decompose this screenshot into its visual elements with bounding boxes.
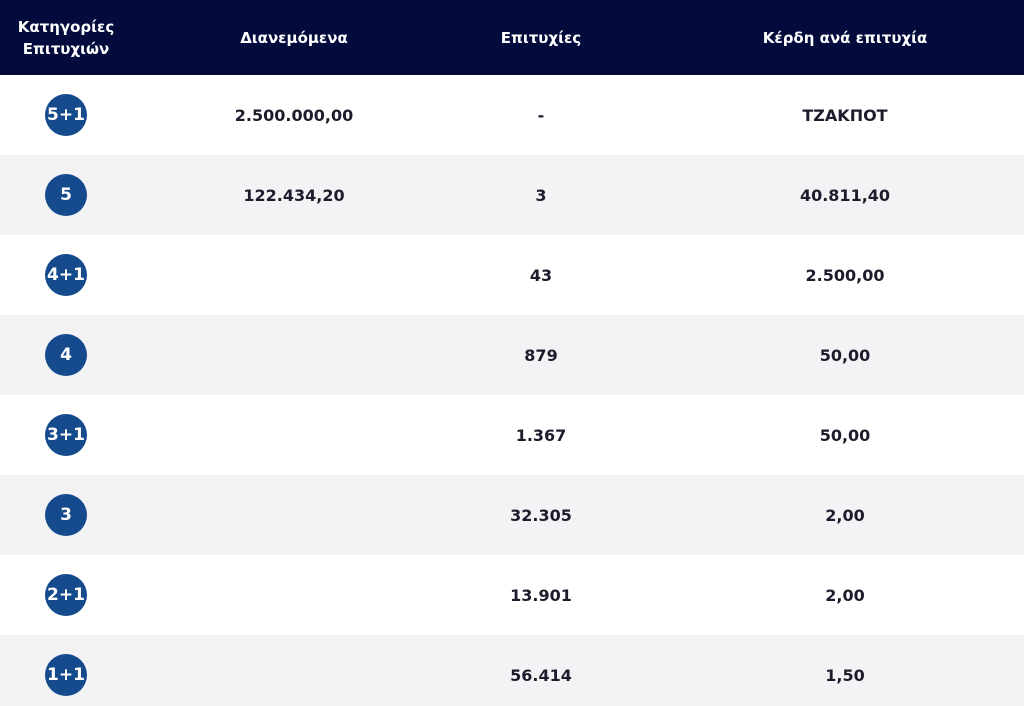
table-cell: Διανεμόμενα	[179, 0, 409, 75]
table-cell: 2+1	[0, 555, 132, 635]
table-cell: 2,00	[695, 475, 995, 555]
table-cell: Κατηγορίες Επιτυχιών	[0, 0, 132, 75]
table-cell: 43	[421, 235, 661, 315]
table-cell: 1,50	[695, 635, 995, 706]
cell-text: 43	[529, 265, 553, 285]
category-badge: 4	[45, 334, 87, 376]
table-cell: 3	[0, 475, 132, 555]
cell-text: 1.367	[515, 425, 567, 445]
table-cell: 2.500,00	[695, 235, 995, 315]
category-badge: 4+1	[45, 254, 87, 296]
table-cell: 50,00	[695, 315, 995, 395]
cell-text: 50,00	[819, 425, 871, 445]
table-cell: 2,00	[695, 555, 995, 635]
table-cell: 40.811,40	[695, 155, 995, 235]
cell-text: 50,00	[819, 345, 871, 365]
table-cell: 5	[0, 155, 132, 235]
table-row: 4+1 43 2.500,00	[0, 235, 1024, 315]
table-row: 4 879 50,00	[0, 315, 1024, 395]
cell-text: 2,00	[825, 585, 865, 605]
table-cell: 32.305	[421, 475, 661, 555]
category-badge: 5+1	[45, 94, 87, 136]
table-cell: 1.367	[421, 395, 661, 475]
cell-text: 13.901	[510, 585, 572, 605]
table-cell: 122.434,20	[179, 155, 409, 235]
table-cell: -	[421, 75, 661, 155]
table-cell: Επιτυχίες	[421, 0, 661, 75]
cell-text: ΤΖΑΚΠΟΤ	[802, 105, 888, 125]
table-cell: 50,00	[695, 395, 995, 475]
category-badge: 3	[45, 494, 87, 536]
table-cell: 3	[421, 155, 661, 235]
header-text: Διανεμόμενα	[240, 28, 348, 47]
table-row: 1+1 56.414 1,50	[0, 635, 1024, 706]
category-badge: 5	[45, 174, 87, 216]
category-badge: 2+1	[45, 574, 87, 616]
table-row: 3+1 1.367 50,00	[0, 395, 1024, 475]
cell-text: 40.811,40	[799, 185, 891, 205]
cell-text: 2.500,00	[805, 265, 885, 285]
table-header: Κατηγορίες Επιτυχιών Διανεμόμενα Επιτυχίες…	[0, 0, 1024, 75]
cell-text: 32.305	[510, 505, 572, 525]
table-cell: 56.414	[421, 635, 661, 706]
table-cell: 879	[421, 315, 661, 395]
header-text: Επιτυχίες	[500, 28, 582, 47]
table-cell: 4	[0, 315, 132, 395]
cell-text: 2,00	[825, 505, 865, 525]
cell-text: 1,50	[825, 665, 865, 685]
header-text: Κέρδη ανά επιτυχία	[762, 28, 928, 47]
category-badge: 3+1	[45, 414, 87, 456]
table-row: 5 122.434,20 3 40.811,40	[0, 155, 1024, 235]
table-cell: ΤΖΑΚΠΟΤ	[695, 75, 995, 155]
table-cell: 2.500.000,00	[179, 75, 409, 155]
cell-text: 56.414	[510, 665, 572, 685]
table-cell: 5+1	[0, 75, 132, 155]
cell-text: -	[537, 105, 545, 125]
table-cell: 13.901	[421, 555, 661, 635]
header-text: Κατηγορίες Επιτυχιών	[17, 17, 115, 58]
cell-text: 3	[535, 185, 547, 205]
cell-text: 2.500.000,00	[234, 105, 354, 125]
cell-text: 122.434,20	[243, 185, 345, 205]
table-row: 5+1 2.500.000,00 - ΤΖΑΚΠΟΤ	[0, 75, 1024, 155]
table-cell: Κέρδη ανά επιτυχία	[695, 0, 995, 75]
table-cell: 1+1	[0, 635, 132, 706]
cell-text: 879	[524, 345, 558, 365]
table-cell: 3+1	[0, 395, 132, 475]
table-cell: 4+1	[0, 235, 132, 315]
table-row: 3 32.305 2,00	[0, 475, 1024, 555]
category-badge: 1+1	[45, 654, 87, 696]
table-row: 2+1 13.901 2,00	[0, 555, 1024, 635]
